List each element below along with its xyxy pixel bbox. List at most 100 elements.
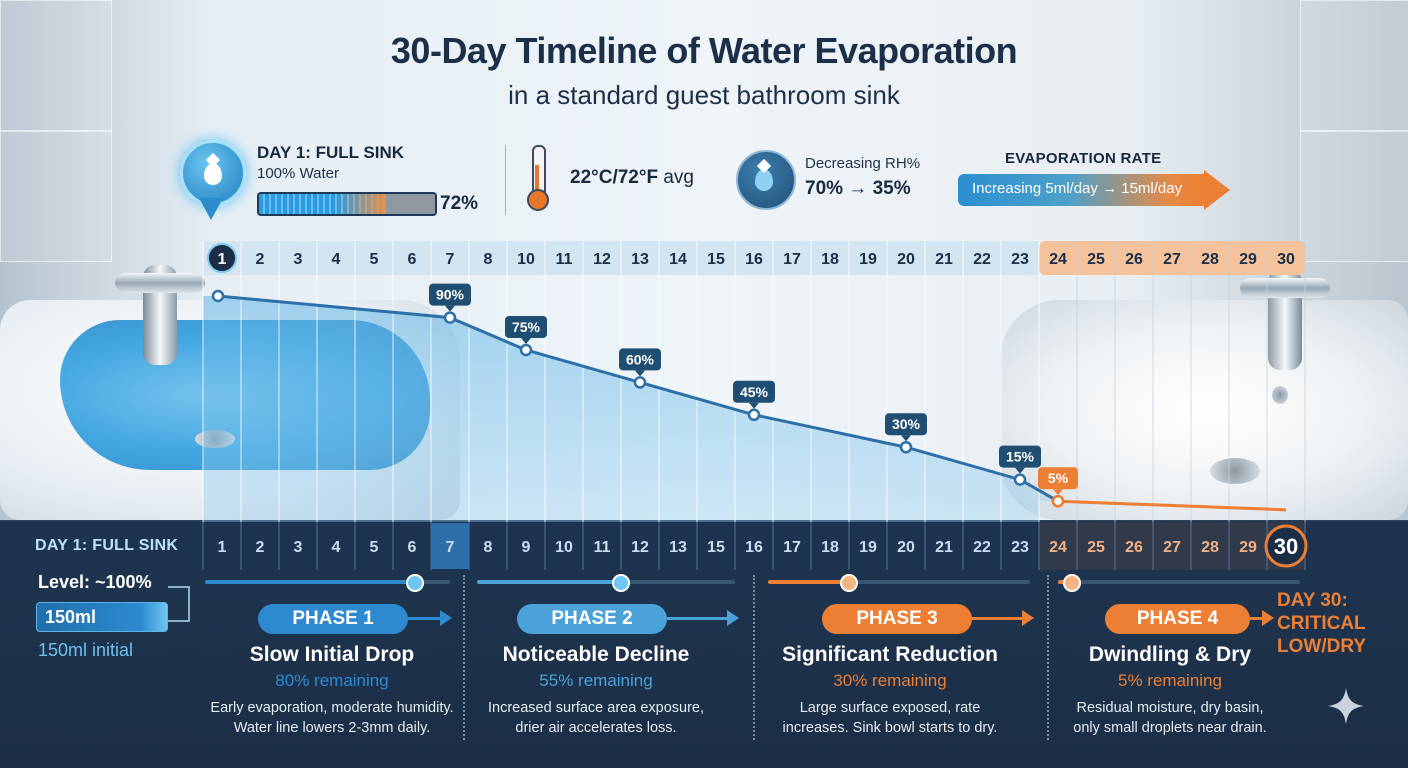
phase-description-1: Early evaporation, moderate humidity. Wa…	[162, 698, 502, 738]
phase-track	[1058, 580, 1300, 584]
data-point	[211, 289, 225, 303]
phase-slider-knob	[612, 574, 630, 592]
phase-description-line: drier air accelerates loss.	[515, 720, 677, 736]
top-axis-tick-label: 3	[294, 251, 303, 268]
phase-divider	[463, 575, 465, 740]
phase-pill-4: PHASE 4	[1105, 604, 1250, 634]
highlight-start-day-marker	[207, 243, 237, 273]
top-axis-tick-label: 28	[1201, 251, 1219, 268]
wall-tile	[1300, 130, 1408, 262]
phase-description-line: Increased surface area exposure,	[487, 700, 704, 716]
top-axis-tick-label: 26	[1125, 251, 1143, 268]
phase-description-line: Large surface exposed, rate	[799, 700, 981, 716]
data-point	[1051, 494, 1065, 508]
bottom-axis-tick-label: 19	[859, 539, 877, 556]
top-axis-tick-label: 6	[408, 251, 417, 268]
connector-line	[168, 586, 190, 622]
evaporation-rate-text: Increasing 5ml/day → 15ml/day	[972, 180, 1183, 197]
top-axis-tick-label: 12	[593, 251, 611, 268]
top-axis-tick-label: 11	[556, 251, 573, 268]
top-axis-tick-label: 25	[1087, 251, 1105, 268]
highlight-end-day-marker	[1264, 524, 1308, 568]
humidity-value: 70% → 35%	[805, 178, 911, 199]
bottom-axis-tick-label: 29	[1239, 539, 1257, 556]
data-point	[1013, 473, 1027, 486]
bottom-axis-tick-label: 12	[631, 539, 649, 556]
faucet-left-icon	[115, 255, 205, 365]
data-label-bg	[1038, 467, 1078, 490]
data-point	[747, 408, 761, 422]
top-axis-band-orange	[1039, 241, 1305, 275]
top-axis-tick-label: 5	[370, 251, 379, 268]
phase-description-line: only small droplets near drain.	[1073, 720, 1267, 736]
top-axis-tick-label: 4	[332, 251, 341, 268]
bottom-axis-tick-label: 2	[256, 539, 265, 556]
temperature-value: 22°C/72°F avg	[570, 167, 694, 189]
bottom-axis-tick-label: 10	[555, 539, 573, 556]
bottom-axis-tick-label: 17	[783, 539, 801, 556]
top-axis-tick-label: 29	[1239, 251, 1257, 268]
bottom-axis-tick-label: 9	[522, 539, 531, 556]
data-label-bg	[505, 316, 547, 338]
wall-tile	[0, 0, 112, 132]
top-axis-tick-label: 2	[256, 251, 265, 268]
bottom-axis-tick-label: 21	[935, 539, 953, 556]
phase-slider-knob	[1063, 574, 1081, 592]
phase-pill-1: PHASE 1	[258, 604, 408, 634]
top-axis-tick-label: 30	[1277, 251, 1295, 268]
phase-name-1: Slow Initial Drop	[249, 643, 415, 666]
top-axis-tick-label: 24	[1049, 251, 1067, 268]
data-label-pointer	[445, 305, 455, 312]
wall-tile	[0, 130, 112, 262]
data-label-bg	[999, 445, 1041, 468]
bottom-axis-tick-label: 20	[897, 539, 915, 556]
thermometer-icon	[526, 145, 549, 211]
data-label-pointer	[635, 370, 645, 377]
bottom-axis-tick-label: 13	[669, 539, 687, 556]
bottom-axis-band-orange	[1039, 522, 1305, 570]
bottom-axis-tick-label: 26	[1125, 539, 1143, 556]
phase-description-3: Large surface exposed, rate increases. S…	[720, 698, 1060, 738]
data-label: 60%	[626, 351, 655, 367]
data-label-pointer	[521, 338, 531, 344]
bottom-axis-tick-label: 25	[1087, 539, 1105, 556]
humidity-drop-icon	[736, 150, 796, 210]
evaporation-rate-label: EVAPORATION RATE	[1005, 150, 1162, 167]
top-axis-tick-label: 21	[935, 251, 953, 268]
overflow-hole-icon	[1272, 386, 1288, 404]
top-axis-tick-label: 13	[631, 251, 649, 268]
top-axis-tick-label: 27	[1163, 251, 1181, 268]
data-label-bg	[619, 348, 661, 371]
bottom-axis-tick-label: 1	[218, 539, 227, 556]
arrow-right-icon	[1250, 610, 1274, 626]
water-level-percent: 72%	[440, 193, 479, 214]
phase-description-line: increases. Sink bowl starts to dry.	[782, 720, 998, 736]
top-axis-tick-label: 19	[859, 251, 877, 268]
bottom-axis-tick-label: 23	[1011, 539, 1029, 556]
data-label-bg	[429, 283, 471, 306]
bottom-axis-tick-label: 18	[821, 539, 839, 556]
day30-callout: DAY 30: CRITICAL LOW/DRY	[1277, 589, 1366, 658]
day30-line1: DAY 30:	[1277, 590, 1348, 611]
data-label-pointer	[749, 402, 759, 409]
phase-remaining-1: 80% remaining	[275, 671, 389, 690]
volume-badge: 150ml	[36, 602, 168, 632]
top-axis-tick-label: 14	[669, 251, 687, 268]
bottom-axis-tick-label: 16	[745, 539, 763, 556]
phase-name-3: Significant Reduction	[782, 643, 998, 666]
bottom-axis-tick-label: 3	[294, 539, 303, 556]
humidity-label: Decreasing RH%	[805, 155, 921, 172]
day30-line2: CRITICAL	[1277, 613, 1366, 634]
start-level-label: Level: ~100%	[38, 572, 152, 592]
volume-initial: 150ml initial	[38, 640, 134, 660]
data-label-pointer	[901, 435, 911, 442]
phase-pill-2: PHASE 2	[517, 604, 667, 634]
volume-badge-text: 150ml	[45, 607, 97, 627]
bottom-axis-tick-label: 30	[1274, 534, 1298, 559]
top-axis-tick-label: 18	[821, 251, 839, 268]
temperature-reading: 22°C/72°F	[570, 167, 659, 188]
pin-pointer	[199, 198, 223, 220]
phase-track	[768, 580, 1030, 584]
drain-icon	[1210, 458, 1260, 484]
series-line-1	[217, 294, 1059, 503]
